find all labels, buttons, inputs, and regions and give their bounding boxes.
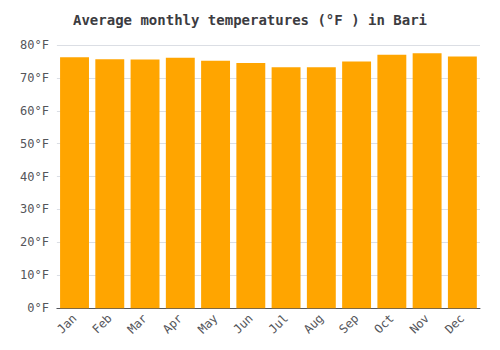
svg-text:Sep: Sep xyxy=(336,311,361,336)
svg-text:30°F: 30°F xyxy=(20,202,49,216)
svg-text:Mar: Mar xyxy=(125,311,150,336)
svg-text:Feb: Feb xyxy=(90,311,115,336)
svg-text:Aug: Aug xyxy=(301,311,326,336)
svg-text:Dec: Dec xyxy=(442,311,467,336)
svg-text:50°F: 50°F xyxy=(20,137,49,151)
svg-text:Jul: Jul xyxy=(266,311,291,336)
svg-text:60°F: 60°F xyxy=(20,104,49,118)
svg-text:Nov: Nov xyxy=(407,311,432,336)
svg-text:10°F: 10°F xyxy=(20,268,49,282)
svg-text:20°F: 20°F xyxy=(20,235,49,249)
svg-text:Average monthly temperatures (: Average monthly temperatures (°F ) in Ba… xyxy=(73,12,427,28)
svg-text:40°F: 40°F xyxy=(20,170,49,184)
svg-text:Oct: Oct xyxy=(372,311,397,336)
svg-text:70°F: 70°F xyxy=(20,71,49,85)
svg-text:May: May xyxy=(195,311,220,336)
svg-text:Jun: Jun xyxy=(231,311,256,336)
svg-text:0°F: 0°F xyxy=(27,301,49,315)
svg-text:Apr: Apr xyxy=(160,311,185,336)
svg-text:80°F: 80°F xyxy=(20,38,49,52)
svg-text:Jan: Jan xyxy=(54,311,79,336)
